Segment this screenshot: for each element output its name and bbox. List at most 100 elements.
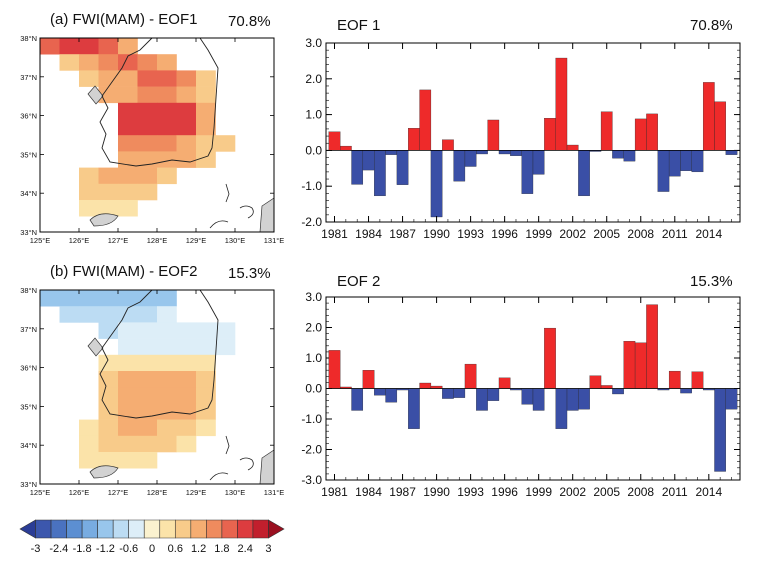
map-cell xyxy=(118,387,138,404)
map-cell xyxy=(157,86,177,104)
bar xyxy=(351,388,364,411)
map-grid-eof2 xyxy=(40,290,236,469)
bar xyxy=(600,385,613,389)
x-tick-label: 2008 xyxy=(627,227,654,241)
bar xyxy=(612,388,624,395)
bar xyxy=(668,150,681,177)
bar xyxy=(544,118,556,151)
y-tick-label: 3.0 xyxy=(305,290,322,304)
bar xyxy=(351,150,364,185)
x-tick-label: 1987 xyxy=(389,227,416,241)
map-title-eof1: (a) FWI(MAM) - EOF1 xyxy=(50,11,197,28)
bar xyxy=(566,388,579,411)
colorbar-swatch xyxy=(66,519,83,539)
map-cell xyxy=(157,306,177,323)
map-cell xyxy=(176,322,197,339)
colorbar-swatch xyxy=(97,519,114,539)
bar xyxy=(566,144,579,151)
map-cell xyxy=(98,38,119,55)
lon-label: 126°E xyxy=(69,488,90,497)
map-cell xyxy=(157,290,177,307)
map-cell xyxy=(215,135,236,152)
lat-label: 38°N xyxy=(20,34,37,43)
y-tick-label: 1.0 xyxy=(305,351,322,365)
map-cell xyxy=(118,338,138,356)
map-title-eof2: (b) FWI(MAM) - EOF2 xyxy=(50,263,197,280)
map-cell xyxy=(196,322,216,339)
map-cell xyxy=(98,322,119,339)
bar xyxy=(385,388,398,403)
map-cell xyxy=(157,70,177,87)
colorbar-swatch xyxy=(81,519,98,539)
x-tick-label: 1981 xyxy=(321,227,348,241)
bar xyxy=(691,150,704,173)
y-tick-label: -1.0 xyxy=(301,412,322,426)
map-cell xyxy=(196,86,216,104)
bar xyxy=(714,388,726,472)
colorbar-swatch xyxy=(206,519,223,539)
map-cell xyxy=(157,54,177,71)
jeju-island xyxy=(89,465,119,479)
bar xyxy=(702,82,715,151)
map-cell xyxy=(137,306,158,323)
chart-percent-eof1: 70.8% xyxy=(690,17,733,34)
map-cell xyxy=(196,102,216,120)
map-cell xyxy=(98,54,119,71)
x-tick-label: 1984 xyxy=(355,227,382,241)
map-cell xyxy=(79,419,99,437)
map-cell xyxy=(59,54,80,71)
map-cell xyxy=(137,387,158,404)
map-cell xyxy=(137,452,158,469)
colorbar-label: 2.4 xyxy=(238,543,253,555)
x-tick-label: 2014 xyxy=(695,485,722,499)
map-cell xyxy=(157,119,177,136)
x-tick-label: 1999 xyxy=(525,227,552,241)
chart-title-eof2: EOF 2 xyxy=(337,273,380,290)
x-tick-label: 1984 xyxy=(355,485,382,499)
bar xyxy=(600,111,613,151)
x-tick-label: 1996 xyxy=(491,485,518,499)
lon-label: 127°E xyxy=(108,488,129,497)
map-cell xyxy=(79,306,99,323)
map-panel-eof1: (a) FWI(MAM) - EOF1 70.8% 38°N 37°N 36°N 35… xyxy=(20,11,284,245)
map-cell xyxy=(196,354,216,372)
map-cell xyxy=(98,354,119,372)
map-cell xyxy=(79,70,99,87)
coast-fragment xyxy=(225,435,230,455)
y-tick-label: -2.0 xyxy=(301,215,322,229)
map-cell xyxy=(137,86,158,104)
map-cell xyxy=(137,167,158,185)
map-cell xyxy=(59,290,80,307)
x-tick-label: 2014 xyxy=(695,227,722,241)
colorbar-swatch xyxy=(268,519,285,539)
lat-label: 33°N xyxy=(20,480,37,489)
colorbar-swatch xyxy=(159,519,176,539)
map-cell xyxy=(137,338,158,356)
map-cell xyxy=(79,167,99,185)
colorbar-swatch xyxy=(112,519,130,539)
x-tick-label: 1990 xyxy=(423,485,450,499)
lat-label: 34°N xyxy=(20,189,37,198)
map-cell xyxy=(118,290,138,307)
bar xyxy=(555,388,568,429)
map-cell xyxy=(157,354,177,372)
map-grid-eof1 xyxy=(40,38,236,217)
map-cell xyxy=(196,70,216,87)
map-cell xyxy=(196,119,216,136)
map-cell xyxy=(215,322,236,339)
map-cell xyxy=(137,119,158,136)
map-cell xyxy=(118,119,138,136)
island-west xyxy=(87,337,104,357)
map-cell xyxy=(118,354,138,372)
y-tick-label: -2.0 xyxy=(301,443,322,457)
bar xyxy=(691,371,704,389)
map-cell xyxy=(137,322,158,339)
colorbar-swatch xyxy=(190,519,207,539)
lat-label: 36°N xyxy=(20,112,37,121)
korea-coastline xyxy=(99,37,219,167)
bar xyxy=(385,150,398,155)
map-cell xyxy=(137,183,158,201)
lon-label: 129°E xyxy=(186,236,207,245)
bar xyxy=(532,388,545,411)
colorbar-swatch xyxy=(252,519,269,539)
